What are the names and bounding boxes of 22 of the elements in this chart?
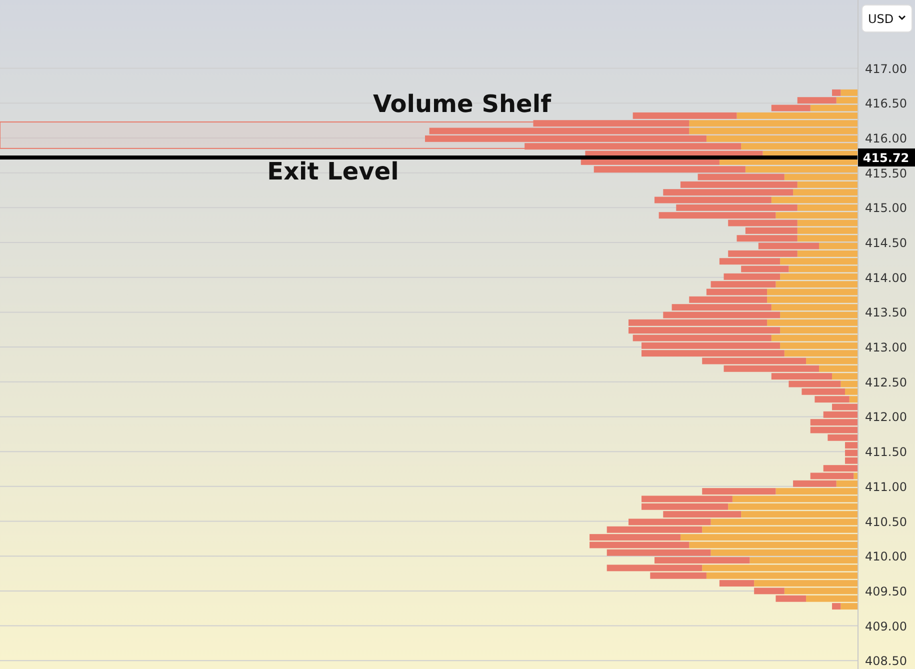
text: 415.72: [862, 150, 910, 165]
y-tick-label: 409.00: [865, 619, 907, 634]
y-tick-label: 415.00: [865, 201, 907, 216]
y-tick-label: 414.50: [865, 236, 907, 250]
y-tick-label: 416.00: [865, 131, 907, 146]
y-tick-label: 412.50: [865, 375, 907, 390]
y-tick-label: 408.50: [865, 654, 907, 668]
y-tick-label: 410.00: [865, 550, 907, 564]
y-tick-label: 417.00: [865, 62, 907, 76]
y-tick-label: 409.50: [865, 584, 907, 598]
y-tick-label: 411.00: [865, 480, 907, 494]
y-tick-label: 415.50: [865, 166, 907, 180]
y-tick-label: 412.00: [865, 410, 907, 424]
y-tick-label: 414.00: [865, 270, 907, 285]
y-tick-label: 413.00: [865, 340, 907, 355]
y-tick-label: 416.50: [865, 96, 907, 111]
y-tick-label: 410.50: [865, 514, 907, 529]
ref-line-label: Exit Level: [267, 157, 399, 186]
y-tick-label: 413.50: [865, 306, 907, 320]
band-label: Volume Shelf: [372, 90, 552, 118]
currency-dropdown: USD: [862, 4, 912, 32]
y-tick-label: 411.50: [865, 445, 907, 460]
